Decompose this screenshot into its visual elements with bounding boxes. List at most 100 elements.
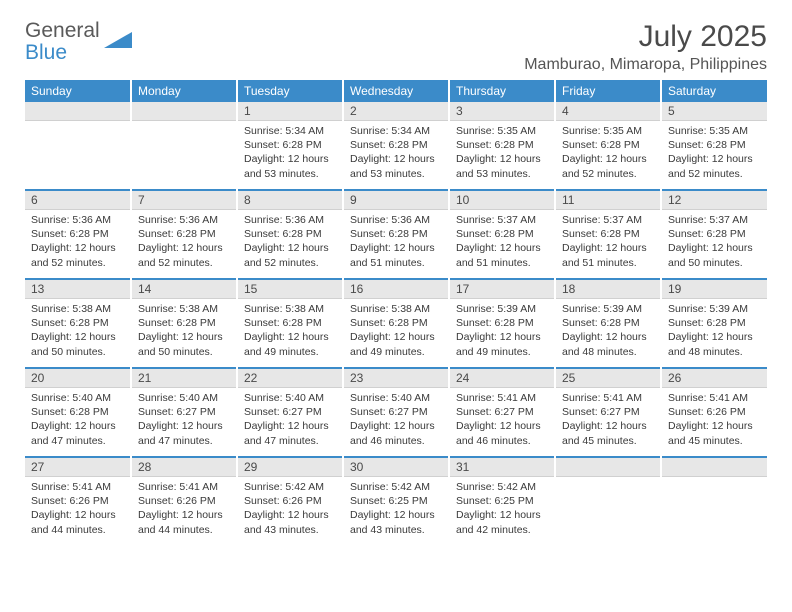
calendar-cell: 14Sunrise: 5:38 AMSunset: 6:28 PMDayligh… [131,280,237,368]
dayhead-sunday: Sunday [25,80,131,102]
day-number: 3 [450,102,554,121]
day-number: 30 [344,458,448,477]
day-data: Sunrise: 5:41 AMSunset: 6:26 PMDaylight:… [132,477,236,545]
day-number: 18 [556,280,660,299]
calendar-cell: 30Sunrise: 5:42 AMSunset: 6:25 PMDayligh… [343,458,449,545]
calendar-cell: 4Sunrise: 5:35 AMSunset: 6:28 PMDaylight… [555,102,661,190]
calendar-cell: 29Sunrise: 5:42 AMSunset: 6:26 PMDayligh… [237,458,343,545]
calendar-cell: 12Sunrise: 5:37 AMSunset: 6:28 PMDayligh… [661,191,767,279]
day-data: Sunrise: 5:37 AMSunset: 6:28 PMDaylight:… [556,210,660,278]
calendar-cell: 31Sunrise: 5:42 AMSunset: 6:25 PMDayligh… [449,458,555,545]
dayhead-saturday: Saturday [661,80,767,102]
day-number: 21 [132,369,236,388]
calendar-cell [661,458,767,545]
day-data: Sunrise: 5:41 AMSunset: 6:26 PMDaylight:… [662,388,767,456]
calendar-cell: 7Sunrise: 5:36 AMSunset: 6:28 PMDaylight… [131,191,237,279]
day-data: Sunrise: 5:39 AMSunset: 6:28 PMDaylight:… [450,299,554,367]
day-header-row: Sunday Monday Tuesday Wednesday Thursday… [25,80,767,102]
day-number: 17 [450,280,554,299]
month-title: July 2025 [524,20,767,54]
calendar-week-row: 6Sunrise: 5:36 AMSunset: 6:28 PMDaylight… [25,191,767,279]
day-data: Sunrise: 5:38 AMSunset: 6:28 PMDaylight:… [344,299,448,367]
calendar-cell [25,102,131,190]
day-number: 25 [556,369,660,388]
day-number: 5 [662,102,767,121]
day-data: Sunrise: 5:36 AMSunset: 6:28 PMDaylight:… [344,210,448,278]
day-number: 8 [238,191,342,210]
calendar-cell: 26Sunrise: 5:41 AMSunset: 6:26 PMDayligh… [661,369,767,457]
day-number: 23 [344,369,448,388]
calendar-week-row: 13 Sunrise: 5:38 AMSunset: 6:28 PMDayligh… [25,280,767,368]
day-data: Sunrise: 5:34 AMSunset: 6:28 PMDaylight:… [238,121,342,189]
calendar-cell: 3Sunrise: 5:35 AMSunset: 6:28 PMDaylight… [449,102,555,190]
day-number: 24 [450,369,554,388]
day-number: 2 [344,102,448,121]
calendar-cell: 21Sunrise: 5:40 AMSunset: 6:27 PMDayligh… [131,369,237,457]
calendar-cell: 18Sunrise: 5:39 AMSunset: 6:28 PMDayligh… [555,280,661,368]
day-number: 7 [132,191,236,210]
day-data: Sunrise: 5:42 AMSunset: 6:25 PMDaylight:… [344,477,448,545]
dayhead-thursday: Thursday [449,80,555,102]
day-data: Sunrise: 5:41 AMSunset: 6:27 PMDaylight:… [450,388,554,456]
day-number: 6 [25,191,130,210]
day-number: 13 [25,280,130,299]
day-data: Sunrise: 5:35 AMSunset: 6:28 PMDaylight:… [662,121,767,189]
calendar-cell: 23Sunrise: 5:40 AMSunset: 6:27 PMDayligh… [343,369,449,457]
logo: General Blue [25,20,132,64]
day-number: 15 [238,280,342,299]
calendar-cell: 22Sunrise: 5:40 AMSunset: 6:27 PMDayligh… [237,369,343,457]
day-number: 22 [238,369,342,388]
day-data: Sunrise: 5:39 AMSunset: 6:28 PMDaylight:… [662,299,767,367]
dayhead-wednesday: Wednesday [343,80,449,102]
calendar-cell: 28Sunrise: 5:41 AMSunset: 6:26 PMDayligh… [131,458,237,545]
calendar-cell: 15Sunrise: 5:38 AMSunset: 6:28 PMDayligh… [237,280,343,368]
day-number: 10 [450,191,554,210]
calendar-table: Sunday Monday Tuesday Wednesday Thursday… [25,80,767,545]
day-data: Sunrise: 5:40 AMSunset: 6:27 PMDaylight:… [238,388,342,456]
calendar-cell [131,102,237,190]
day-number: 14 [132,280,236,299]
calendar-cell: 6Sunrise: 5:36 AMSunset: 6:28 PMDaylight… [25,191,131,279]
day-number: 4 [556,102,660,121]
day-data: Sunrise: 5:36 AMSunset: 6:28 PMDaylight:… [25,210,130,278]
calendar-cell: 20Sunrise: 5:40 AMSunset: 6:28 PMDayligh… [25,369,131,457]
calendar-cell: 1Sunrise: 5:34 AMSunset: 6:28 PMDaylight… [237,102,343,190]
calendar-cell: 9Sunrise: 5:36 AMSunset: 6:28 PMDaylight… [343,191,449,279]
day-data: Sunrise: 5:36 AMSunset: 6:28 PMDaylight:… [132,210,236,278]
calendar-cell [555,458,661,545]
logo-triangle-icon [104,30,132,55]
calendar-cell: 2Sunrise: 5:34 AMSunset: 6:28 PMDaylight… [343,102,449,190]
calendar-body: 1Sunrise: 5:34 AMSunset: 6:28 PMDaylight… [25,102,767,545]
page-header: General Blue July 2025 Mamburao, Mimarop… [25,20,767,74]
day-data: Sunrise: 5:39 AMSunset: 6:28 PMDaylight:… [556,299,660,367]
logo-text-blue: Blue [25,41,67,64]
day-number: 29 [238,458,342,477]
calendar-cell: 27Sunrise: 5:41 AMSunset: 6:26 PMDayligh… [25,458,131,545]
day-data: Sunrise: 5:40 AMSunset: 6:27 PMDaylight:… [132,388,236,456]
day-number: 26 [662,369,767,388]
day-data: Sunrise: 5:41 AMSunset: 6:27 PMDaylight:… [556,388,660,456]
dayhead-friday: Friday [555,80,661,102]
day-data: Sunrise: 5:40 AMSunset: 6:27 PMDaylight:… [344,388,448,456]
day-number: 28 [132,458,236,477]
day-data: Sunrise: 5:42 AMSunset: 6:25 PMDaylight:… [450,477,554,545]
dayhead-tuesday: Tuesday [237,80,343,102]
day-data: Sunrise: 5:36 AMSunset: 6:28 PMDaylight:… [238,210,342,278]
dayhead-monday: Monday [131,80,237,102]
day-data: Sunrise: 5:35 AMSunset: 6:28 PMDaylight:… [556,121,660,189]
day-data: Sunrise: 5:40 AMSunset: 6:28 PMDaylight:… [25,388,130,456]
day-data: Sunrise: 5:34 AMSunset: 6:28 PMDaylight:… [344,121,448,189]
calendar-week-row: 20Sunrise: 5:40 AMSunset: 6:28 PMDayligh… [25,369,767,457]
day-number: 12 [662,191,767,210]
day-number: 1 [238,102,342,121]
calendar-cell: 17Sunrise: 5:39 AMSunset: 6:28 PMDayligh… [449,280,555,368]
day-number: 20 [25,369,130,388]
calendar-cell: 24Sunrise: 5:41 AMSunset: 6:27 PMDayligh… [449,369,555,457]
day-data: Sunrise: 5:38 AMSunset: 6:28 PMDaylight:… [238,299,342,367]
day-number: 27 [25,458,130,477]
title-block: July 2025 Mamburao, Mimaropa, Philippine… [524,20,767,74]
calendar-cell: 10Sunrise: 5:37 AMSunset: 6:28 PMDayligh… [449,191,555,279]
logo-text-general: General [25,19,100,42]
day-number: 9 [344,191,448,210]
day-data: Sunrise: 5:37 AMSunset: 6:28 PMDaylight:… [662,210,767,278]
